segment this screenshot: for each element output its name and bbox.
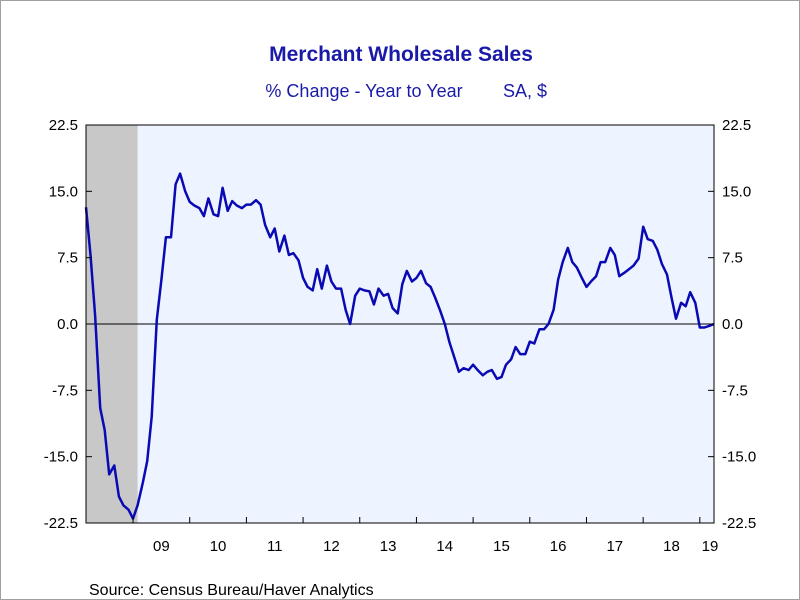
x-tick-label: 18 [663,538,680,555]
x-tick-label: 09 [153,538,170,555]
y-tick-label-left: -22.5 [44,515,78,532]
y-tick-label-right: 22.5 [722,117,751,134]
source-note: Source: Census Bureau/Haver Analytics [89,582,374,599]
x-tick-label: 15 [493,538,510,555]
y-tick-label-left: 7.5 [57,250,78,267]
x-tick-label: 10 [210,538,227,555]
y-tick-label-right: -7.5 [722,382,748,399]
y-tick-label-right: 15.0 [722,183,751,200]
x-tick-label: 19 [702,538,719,555]
y-tick-label-left: 22.5 [49,117,78,134]
x-tick-label: 12 [323,538,340,555]
y-tick-label-left: -15.0 [44,449,78,466]
y-axis-left: 22.5 15.0 7.5 0.0 -7.5 -15.0 -22.5 [44,117,92,532]
x-tick-label: 16 [550,538,567,555]
y-tick-label-left: -7.5 [52,382,78,399]
x-tick-label: 17 [606,538,623,555]
x-tick-label: 13 [380,538,397,555]
chart-subtitle-left: % Change - Year to Year [265,81,462,101]
y-tick-label-left: 0.0 [57,316,78,333]
chart-subtitle-right: SA, $ [503,81,547,101]
y-tick-label-right: -15.0 [722,449,756,466]
y-tick-label-right: -22.5 [722,515,756,532]
series-line [84,172,715,520]
y-tick-label-right: 7.5 [722,250,743,267]
x-axis: 09 10 11 12 13 14 15 16 17 18 19 [132,517,719,555]
chart-title: Merchant Wholesale Sales [269,43,533,66]
y-tick-label-right: 0.0 [722,316,743,333]
y-tick-label-left: 15.0 [49,183,78,200]
y-axis-right: 22.5 15.0 7.5 0.0 -7.5 -15.0 -22.5 [708,117,756,532]
x-tick-label: 11 [267,538,283,555]
x-tick-label: 14 [436,538,453,555]
